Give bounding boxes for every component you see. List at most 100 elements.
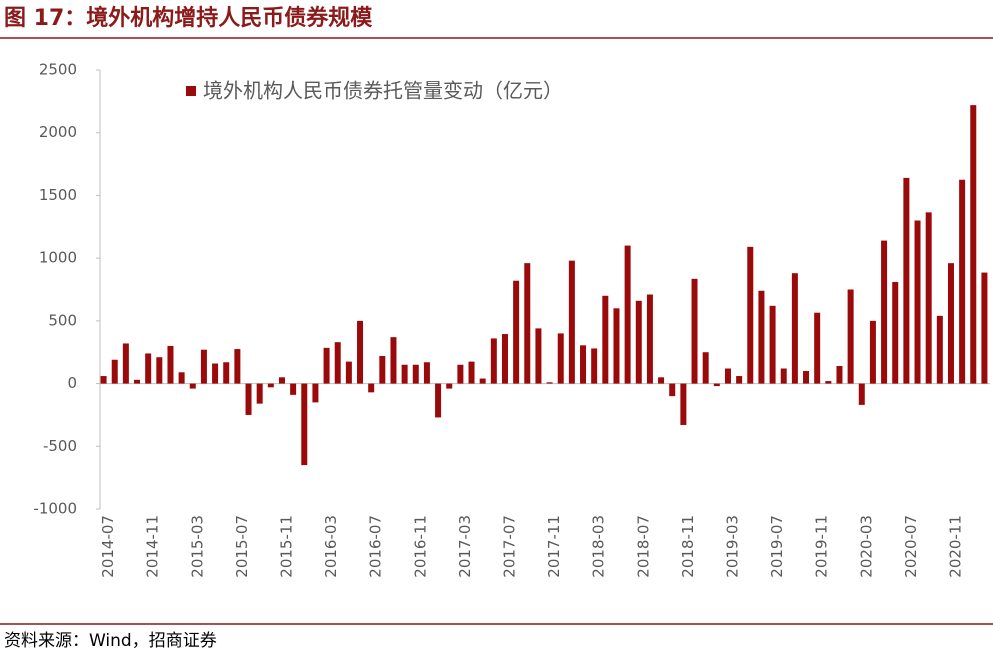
bar: [457, 364, 464, 384]
x-tick-label: 2014-07: [99, 515, 117, 578]
x-tick-label: 2018-03: [590, 515, 608, 578]
y-tick-label: 2000: [39, 123, 77, 141]
x-tick-label: 2016-11: [411, 515, 429, 578]
bar: [178, 372, 185, 384]
bar: [814, 312, 821, 384]
bar: [401, 364, 408, 384]
bar: [435, 383, 442, 418]
bar: [290, 383, 297, 395]
bar: [323, 347, 330, 384]
bar: [568, 260, 575, 384]
y-tick-label: 500: [48, 311, 77, 329]
bar: [200, 349, 207, 384]
y-tick-label: 1000: [39, 249, 77, 267]
bar: [803, 371, 810, 384]
bar: [390, 337, 397, 384]
x-tick-label: 2016-03: [322, 515, 340, 578]
bar: [881, 240, 888, 384]
bar: [646, 294, 653, 384]
bar: [357, 320, 364, 384]
bar: [780, 368, 787, 384]
bar: [635, 300, 642, 384]
x-tick-label: 2017-11: [545, 515, 563, 578]
bar: [212, 363, 219, 384]
bar: [936, 315, 943, 384]
bar: [769, 305, 776, 384]
y-tick-label: -1000: [33, 500, 77, 518]
bar: [691, 278, 698, 384]
bar: [423, 362, 430, 384]
x-tick-label: 2020-11: [946, 515, 964, 578]
y-tick-label: -500: [43, 437, 77, 455]
chart-title: 图 17：境外机构增持人民币债券规模: [4, 5, 373, 31]
bar: [724, 368, 731, 384]
bar: [167, 345, 174, 384]
bar: [156, 357, 163, 384]
legend-swatch: [186, 86, 196, 96]
bar: [513, 280, 520, 384]
bar: [446, 383, 453, 389]
bar: [959, 179, 966, 384]
bar: [223, 362, 230, 384]
bar: [368, 383, 375, 393]
bar: [256, 383, 263, 404]
bar: [981, 272, 988, 384]
x-tick-label: 2018-11: [679, 515, 697, 578]
bar: [479, 378, 486, 384]
bar: [490, 338, 497, 384]
bar: [869, 320, 876, 384]
bar: [825, 381, 832, 384]
bar: [122, 343, 129, 384]
bar: [111, 359, 118, 384]
bar: [334, 342, 341, 384]
bar: [791, 273, 798, 384]
source-note: 资料来源：Wind，招商证券: [4, 631, 217, 651]
bar: [100, 376, 107, 384]
bar: [736, 376, 743, 384]
bar: [501, 334, 508, 384]
bar: [312, 383, 319, 403]
bar: [234, 349, 241, 384]
bar: [747, 246, 754, 384]
bar: [892, 281, 899, 384]
bar: [758, 290, 765, 384]
bar: [680, 383, 687, 425]
bar: [591, 348, 598, 384]
bar: [267, 383, 274, 388]
x-tick-label: 2019-11: [813, 515, 831, 578]
bar: [669, 383, 676, 397]
x-tick-label: 2019-07: [768, 515, 786, 578]
x-tick-label: 2019-03: [723, 515, 741, 578]
bar: [914, 220, 921, 384]
bar: [301, 383, 308, 466]
bar: [713, 383, 720, 387]
bar: [613, 308, 620, 384]
bar: [134, 379, 141, 384]
bar: [580, 345, 587, 384]
bar: [379, 355, 386, 384]
bar: [557, 333, 564, 384]
x-tick-label: 2014-11: [144, 515, 162, 578]
bar: [412, 364, 419, 384]
x-tick-label: 2015-11: [277, 515, 295, 578]
x-tick-label: 2020-03: [857, 515, 875, 578]
y-tick-label: 0: [67, 374, 77, 392]
bar: [847, 289, 854, 384]
bar: [836, 366, 843, 384]
x-tick-label: 2017-07: [500, 515, 518, 578]
y-tick-label: 2500: [39, 61, 77, 79]
legend-label: 境外机构人民币债券托管量变动（亿元）: [203, 79, 563, 103]
x-tick-label: 2018-07: [634, 515, 652, 578]
bar: [535, 328, 542, 384]
bar: [278, 377, 285, 384]
bar: [345, 361, 352, 384]
bar: [524, 263, 531, 384]
bar: [546, 382, 553, 384]
bar: [947, 263, 954, 384]
bar: [858, 383, 865, 405]
bar: [903, 177, 910, 384]
x-tick-label: 2015-07: [233, 515, 251, 578]
x-tick-label: 2017-03: [456, 515, 474, 578]
